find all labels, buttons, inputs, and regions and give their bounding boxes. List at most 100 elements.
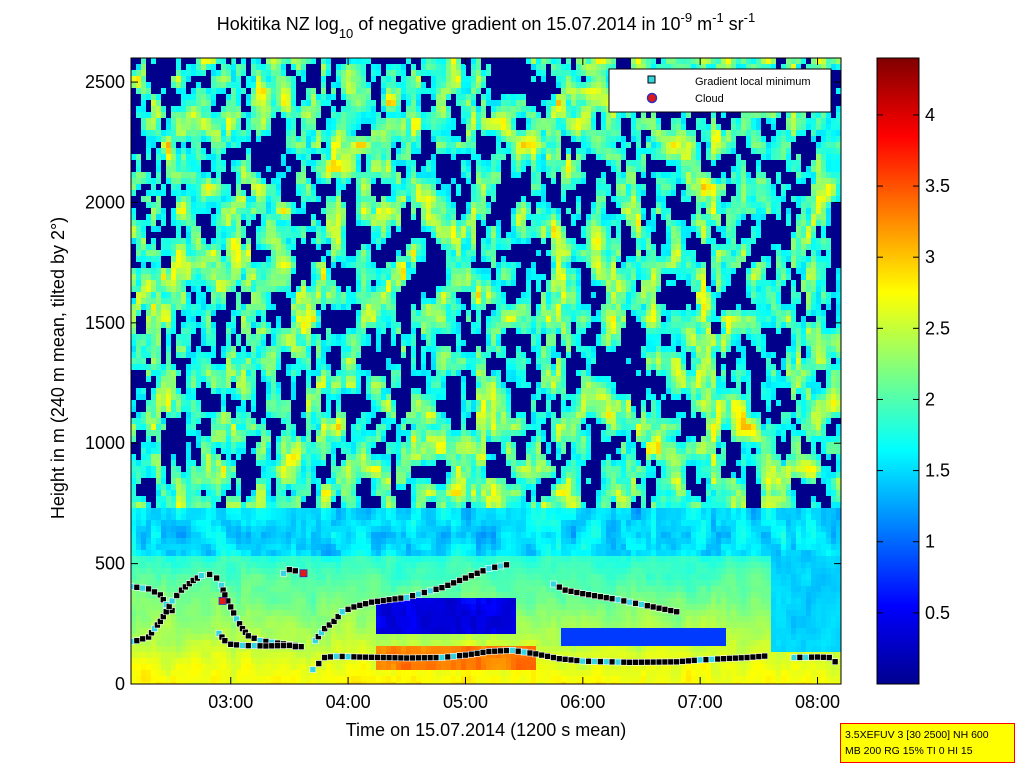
gradient-minimum-marker — [691, 657, 698, 664]
gradient-minimum-marker — [444, 581, 452, 589]
gradient-minimum-marker — [514, 647, 522, 655]
gradient-minimum-marker — [415, 654, 422, 662]
y-tick-label: 500 — [95, 554, 125, 574]
gradient-minimum-marker — [397, 654, 405, 662]
y-tick-label: 0 — [115, 674, 125, 694]
gradient-minimum-marker — [122, 639, 128, 645]
gradient-minimum-marker — [380, 597, 387, 604]
gradient-minimum-marker — [509, 646, 516, 654]
gradient-minimum-marker — [561, 586, 569, 594]
gradient-minimum-marker — [362, 600, 370, 608]
gradient-minimum-marker — [438, 584, 446, 591]
gradient-minimum-marker — [356, 653, 364, 661]
gradient-minimum-marker — [503, 561, 510, 569]
gradient-minimum-marker — [497, 562, 504, 570]
gradient-minimum-marker — [485, 565, 493, 572]
heatmap-cells — [131, 58, 841, 684]
gradient-minimum-marker — [790, 654, 798, 661]
gradient-minimum-marker — [614, 658, 622, 666]
gradient-minimum-marker — [638, 601, 645, 608]
gradient-minimum-marker — [280, 569, 287, 577]
gradient-minimum-marker — [567, 656, 575, 664]
gradient-minimum-marker — [286, 642, 293, 649]
colorbar-tick-label: 0.5 — [925, 603, 950, 623]
gradient-minimum-marker — [409, 592, 416, 600]
legend-box — [608, 68, 832, 113]
gradient-minimum-marker — [473, 569, 481, 577]
gradient-minimum-marker — [133, 637, 141, 644]
gradient-minimum-marker — [726, 655, 733, 662]
gradient-minimum-marker — [749, 653, 757, 661]
gradient-minimum-marker — [362, 653, 370, 661]
gradient-minimum-marker — [755, 653, 763, 660]
gradient-minimum-marker — [538, 651, 546, 659]
x-tick-label: 03:00 — [208, 692, 253, 712]
gradient-minimum-marker — [256, 642, 264, 650]
gradient-minimum-marker — [321, 654, 328, 661]
gradient-minimum-marker — [165, 603, 173, 610]
plot-frame — [130, 57, 842, 685]
gradient-minimum-marker — [139, 584, 147, 592]
gradient-minimum-marker — [720, 655, 727, 663]
gradient-minimum-marker — [661, 606, 669, 613]
gradient-minimum-marker — [825, 654, 833, 661]
gradient-minimum-marker — [620, 597, 628, 605]
gradient-minimum-marker — [796, 654, 804, 661]
gradient-minimum-marker — [808, 653, 815, 661]
info-line-2: MB 200 RG 15% TI 0 HI 15 — [845, 745, 973, 757]
gradient-minimum-marker — [291, 567, 299, 575]
colorbar-tick-label: 2.5 — [925, 318, 950, 338]
gradient-minimum-marker — [268, 642, 276, 650]
y-axis: 0 500 1000 1500 2000 2500 — [85, 72, 841, 694]
gradient-minimum-marker — [239, 642, 246, 649]
gradient-minimum-marker — [421, 654, 428, 662]
gradient-minimum-marker — [737, 654, 745, 662]
info-box: 3.5XEFUV 3 [30 2500] NH 600 MB 200 RG 15… — [840, 723, 1015, 763]
x-tick-label: 04:00 — [326, 692, 371, 712]
gradient-minimum-marker — [462, 651, 469, 659]
gradient-minimum-marker — [213, 574, 220, 582]
gradient-minimum-marker — [644, 602, 651, 610]
gradient-minimum-marker — [526, 649, 534, 657]
gradient-minimum-marker — [679, 658, 686, 665]
gradient-minimum-marker — [573, 657, 581, 664]
gradient-minimum-marker — [139, 635, 147, 643]
gradient-minimum-marker — [708, 656, 716, 663]
gradient-minimum-marker — [403, 594, 411, 601]
gradient-minimum-marker — [274, 642, 281, 650]
gradient-minimum-marker — [173, 592, 181, 599]
gradient-minimum-marker — [761, 652, 769, 660]
gradient-minimum-marker — [626, 598, 634, 606]
gradient-minimum-marker — [638, 658, 645, 666]
gradient-minimum-marker — [403, 654, 411, 662]
gradient-minimum-marker — [503, 647, 510, 654]
x-tick-label: 07:00 — [678, 692, 723, 712]
colorbar-gradient — [876, 57, 920, 685]
gradient-minimum-marker — [409, 654, 416, 662]
x-axis-label: Time on 15.07.2014 (1200 s mean) — [346, 720, 627, 740]
cloud-marker — [299, 569, 308, 578]
gradient-minimum-marker — [573, 589, 581, 596]
y-axis-label: Height in m (240 m mean, tilted by 2°) — [48, 217, 68, 519]
gradient-minimum-marker — [338, 608, 346, 616]
chart-title: Hokitika NZ log10 of negative gradient o… — [217, 10, 755, 41]
gradient-minimum-marker — [649, 658, 657, 666]
colorbar-tick-label: 3.5 — [925, 176, 950, 196]
gradient-minimum-marker — [491, 563, 499, 571]
gradient-minimum-marker — [462, 574, 469, 582]
gradient-minimum-marker — [145, 585, 152, 593]
gradient-minimum-marker — [327, 653, 334, 661]
y-tick-label: 2500 — [85, 72, 125, 92]
gradient-minimum-marker — [743, 654, 751, 661]
gradient-minimum-marker — [732, 654, 739, 662]
gradient-minimum-marker — [685, 657, 692, 665]
gradient-minimum-marker — [820, 653, 827, 661]
colorbar-tick-label: 4 — [925, 105, 935, 125]
gradient-minimum-marker — [198, 572, 205, 579]
gradient-minimum-marker — [561, 656, 569, 663]
gradient-minimum-marker — [432, 585, 440, 593]
gradient-minimum-marker — [655, 604, 663, 612]
gradient-minimum-marker — [391, 654, 399, 662]
gradient-minimum-marker — [368, 653, 375, 661]
gradient-minimum-marker — [550, 654, 557, 661]
